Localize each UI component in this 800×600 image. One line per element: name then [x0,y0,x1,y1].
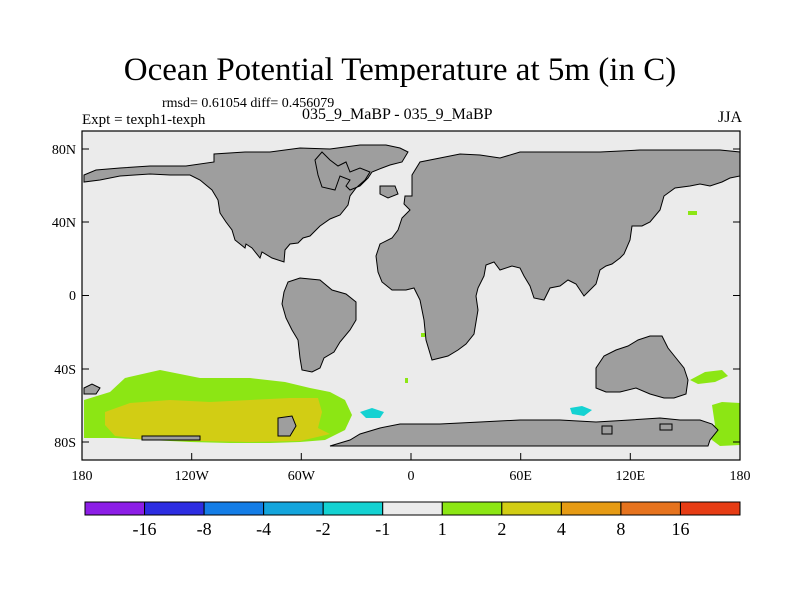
small-island-1 [83,383,101,395]
case-label: 035_9_MaBP - 035_9_MaBP [302,106,493,123]
x-tick-label: 120W [175,469,210,484]
colorbar-label: 4 [557,519,566,539]
colorbar-label: -4 [256,519,271,539]
tick-marks [81,148,741,460]
colorbar-label: 16 [671,519,689,539]
colorbar-label: -16 [133,519,157,539]
x-tick-label: 180 [730,469,751,484]
colorbar-swatch [84,501,146,516]
colorbar-swatch [560,501,622,516]
x-tick-label: 180 [72,469,93,484]
small-island-4 [659,423,673,431]
y-tick-label: 80S [54,436,76,451]
experiment-label: Expt = texph1-texph [82,112,206,128]
colorbar-label: 1 [438,519,447,539]
colorbar-swatch [679,501,741,516]
season-label: JJA [717,109,742,126]
anomaly-region-cool [360,408,384,418]
stats-text: rmsd= 0.61054 diff= 0.456079 [162,96,335,111]
y-tick-label: 40N [52,216,76,231]
eurasia-africa [375,149,741,361]
y-tick-label: 0 [69,289,76,304]
map-title: Ocean Potential Temperature at 5m (in C) [123,52,677,88]
x-tick-label: 120E [616,469,646,484]
anomaly-speck-2 [405,378,408,383]
x-axis-labels: 180 120W 60W 0 60E 120E 180 [72,469,751,484]
colorbar-swatch [501,501,562,516]
australia [595,335,689,399]
anomaly-speck-1 [688,211,697,215]
colorbar: -16 -8 -4 -2 -1 1 2 4 8 16 [84,501,741,539]
colorbar-label: -1 [375,519,390,539]
colorbar-swatch [620,501,681,516]
colorbar-label: 8 [616,519,625,539]
y-tick-label: 40S [54,363,76,378]
x-tick-label: 60W [288,469,316,484]
colorbar-swatch [203,501,265,516]
south-america [281,277,357,373]
anomaly-speck-3 [421,333,425,337]
colorbar-swatch [382,501,443,516]
colorbar-label: 2 [497,519,506,539]
x-tick-label: 60E [509,469,532,484]
land-masses [83,144,741,447]
y-axis-labels: 80N 40N 0 40S 80S [52,143,76,451]
small-island-2 [141,435,201,441]
colorbar-swatch [322,501,384,516]
y-tick-label: 80N [52,143,76,158]
anomaly-region-cool-2 [570,406,592,416]
north-america [83,144,409,263]
colorbar-label: -8 [197,519,212,539]
map-panel: 180 120W 60W 0 60E 120E 180 80N 40N 0 40… [52,130,751,484]
antarctic-peninsula [277,415,297,437]
colorbar-swatch [263,501,324,516]
colorbar-label: -2 [316,519,331,539]
anomaly-region-4to8 [105,398,330,442]
x-tick-label: 0 [408,469,415,484]
antarctica [329,417,719,447]
colorbar-swatch [441,501,503,516]
greenland-fragment [379,185,399,199]
small-island-3 [601,425,613,435]
anomaly-region-1to2-small [690,370,728,384]
colorbar-swatch [144,501,205,516]
